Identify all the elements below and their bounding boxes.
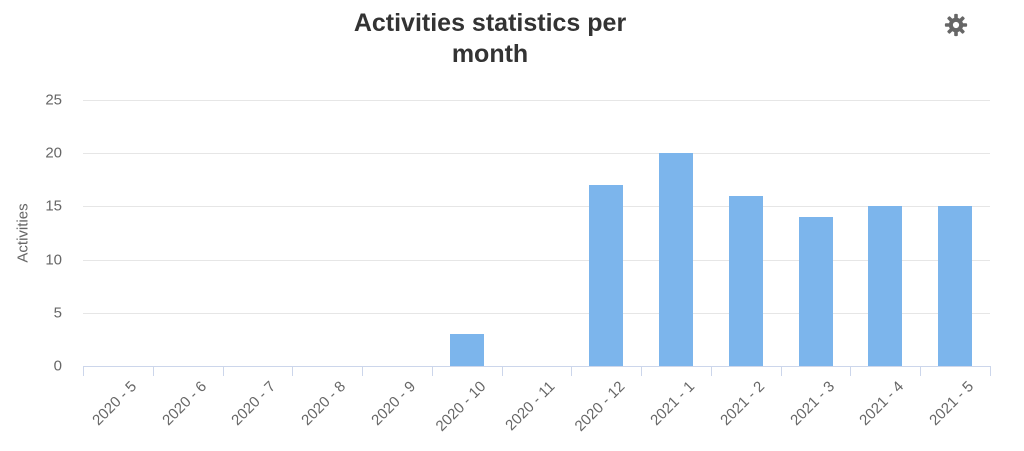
y-axis-label: 5 — [53, 304, 62, 322]
x-axis-tick — [990, 366, 991, 376]
x-axis-label: 2020 - 8 — [298, 378, 350, 429]
x-axis-tick — [850, 366, 851, 376]
gridline — [83, 313, 990, 314]
bar-2021-3[interactable] — [799, 217, 833, 366]
bar-2020-10[interactable] — [450, 334, 484, 366]
gridline — [83, 260, 990, 261]
chart-title: Activities statistics per month — [353, 9, 627, 68]
gridline — [83, 153, 990, 154]
x-axis-label: 2020 - 12 — [571, 378, 629, 435]
x-axis-label: 2020 - 9 — [368, 378, 420, 429]
y-axis-title: Activities — [14, 203, 32, 263]
x-axis-label: 2020 - 10 — [432, 378, 490, 435]
bar-2021-1[interactable] — [659, 153, 693, 366]
x-axis-label: 2020 - 5 — [89, 378, 141, 429]
x-axis-tick — [362, 366, 363, 376]
x-axis-label: 2020 - 7 — [228, 378, 280, 429]
settings-button[interactable] — [941, 10, 971, 40]
x-axis-tick — [502, 366, 503, 376]
y-axis-label: 0 — [53, 357, 62, 375]
x-axis-label: 2020 - 11 — [501, 378, 559, 435]
gridline — [83, 206, 990, 207]
x-axis-label: 2021 - 5 — [926, 378, 978, 429]
bar-2020-12[interactable] — [589, 185, 623, 366]
y-axis-label: 10 — [45, 251, 62, 269]
plot-area — [83, 100, 990, 367]
y-axis-label: 20 — [45, 144, 62, 162]
x-axis-tick — [223, 366, 224, 376]
bar-2021-5[interactable] — [938, 206, 972, 366]
x-axis-label: 2021 - 2 — [717, 378, 769, 429]
bar-2021-4[interactable] — [868, 206, 902, 366]
gridline — [83, 100, 990, 101]
x-axis-label: 2020 - 6 — [159, 378, 211, 429]
x-axis-tick — [711, 366, 712, 376]
x-axis-label: 2021 - 4 — [856, 378, 908, 429]
bar-2021-2[interactable] — [729, 196, 763, 366]
x-axis-tick — [83, 366, 84, 376]
y-axis-label: 15 — [45, 197, 62, 215]
x-axis-tick — [781, 366, 782, 376]
x-axis-tick — [571, 366, 572, 376]
x-axis-tick — [432, 366, 433, 376]
x-axis-label: 2021 - 3 — [787, 378, 839, 429]
x-axis-tick — [153, 366, 154, 376]
x-axis-tick — [641, 366, 642, 376]
y-axis-label: 25 — [45, 91, 62, 109]
x-axis-tick — [292, 366, 293, 376]
gear-icon — [944, 13, 968, 37]
x-axis-label: 2021 - 1 — [647, 378, 699, 429]
x-axis-tick — [920, 366, 921, 376]
